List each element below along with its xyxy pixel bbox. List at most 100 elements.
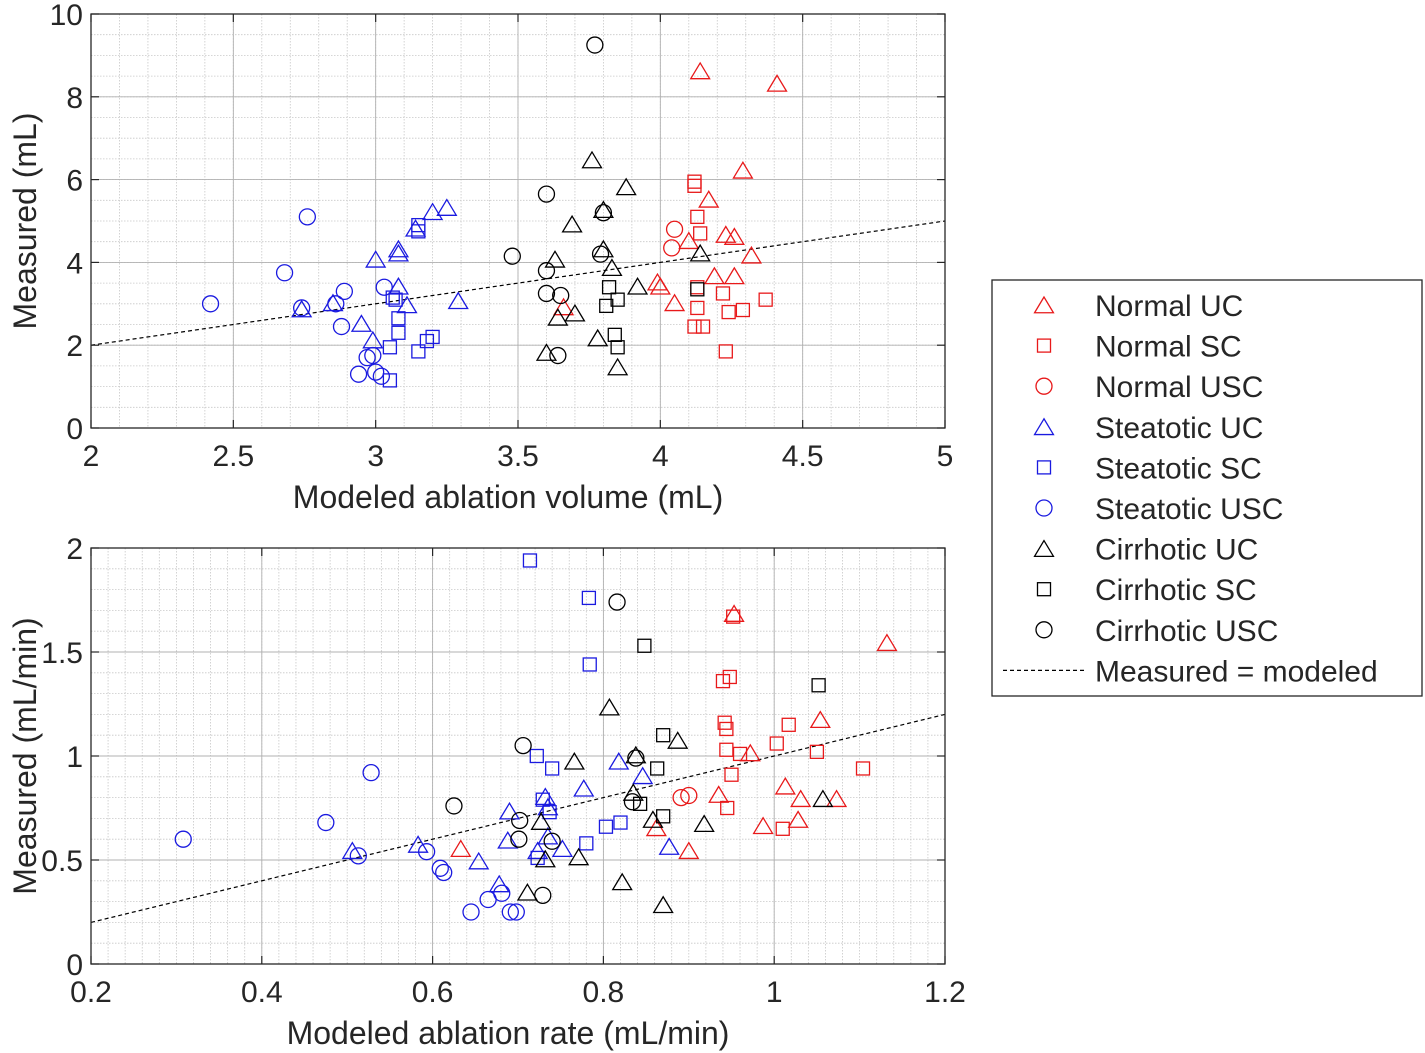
data-point (592, 200, 614, 219)
data-point (599, 298, 614, 314)
data-point (537, 284, 556, 303)
legend-label: Steatotic SC (1095, 452, 1262, 485)
data-point (431, 859, 449, 877)
data-point (680, 786, 698, 805)
series-normal-sc (715, 609, 871, 836)
data-point (708, 785, 730, 803)
data-point (291, 299, 313, 318)
data-point (601, 258, 623, 277)
data-point (623, 793, 642, 811)
data-point (690, 300, 705, 316)
data-point (435, 863, 453, 882)
data-point (537, 262, 556, 280)
data-point (689, 243, 711, 262)
x-tick-label: 5 (937, 440, 954, 473)
data-point (721, 304, 736, 320)
data-point (587, 328, 609, 347)
legend-circle-icon (1035, 499, 1053, 517)
data-point (350, 314, 373, 332)
data-point (615, 177, 637, 196)
x-axis-label: Modeled ablation rate (mL/min) (287, 1015, 730, 1051)
series-cirrhotic-usc (445, 593, 645, 905)
y-tick-label: 6 (66, 165, 83, 198)
data-point (507, 903, 525, 921)
data-point (573, 779, 595, 797)
data-point (385, 290, 400, 305)
data-point (703, 266, 726, 285)
data-point (419, 333, 435, 349)
data-point (610, 340, 625, 355)
data-point (447, 291, 469, 310)
data-point (501, 903, 519, 921)
data-point (275, 264, 294, 282)
data-point (404, 219, 427, 237)
legend-label: Measured = modeled (1095, 655, 1378, 688)
legend-item: Steatotic UC (1033, 412, 1263, 445)
legend-item: Normal SC (1036, 331, 1242, 364)
series-cirrhotic-uc (535, 150, 711, 376)
series-steatotic-usc (201, 208, 393, 385)
legend: Normal UC Normal SC Normal USC Steatotic UC… (991, 279, 1423, 697)
y-tick-label: 0 (66, 413, 83, 446)
data-point (607, 357, 629, 376)
x-tick-label: 0.6 (412, 976, 454, 1009)
data-point (608, 751, 630, 770)
data-point (547, 308, 569, 326)
series-steatotic-sc (382, 217, 440, 388)
data-point (724, 767, 739, 782)
data-point (723, 266, 745, 285)
data-point (739, 743, 761, 762)
data-point (422, 202, 444, 221)
data-point (332, 317, 351, 336)
data-point (542, 805, 557, 820)
data-point (720, 800, 735, 816)
x-tick-label: 1 (766, 976, 783, 1009)
series-normal-sc (687, 174, 773, 359)
x-tick-label: 3 (367, 440, 384, 473)
y-tick-label: 1 (66, 741, 83, 774)
data-point (732, 161, 754, 179)
data-point (690, 209, 705, 225)
legend-label: Cirrhotic USC (1095, 615, 1278, 648)
legend-box (991, 279, 1423, 697)
data-point (723, 227, 745, 245)
legend-item: Steatotic SC (1036, 452, 1262, 485)
data-point (568, 847, 590, 866)
data-point (582, 657, 597, 672)
legend-square-icon (1036, 460, 1052, 475)
legend-label: Normal SC (1095, 331, 1242, 364)
data-point (876, 633, 898, 652)
data-point (516, 883, 538, 901)
legend-item: Cirrhotic USC (1035, 615, 1278, 648)
data-point (411, 224, 426, 239)
data-point (690, 282, 705, 297)
data-point (579, 836, 594, 851)
data-point (752, 816, 774, 835)
legend-circle-icon (1035, 621, 1053, 639)
data-point (537, 185, 556, 203)
data-point (656, 809, 671, 824)
data-point (493, 884, 511, 902)
series-normal-usc (672, 786, 698, 807)
series-cirrhotic-uc (516, 697, 834, 914)
data-point (445, 797, 463, 815)
data-point (693, 814, 715, 833)
data-point (462, 903, 480, 921)
data-point (626, 276, 649, 295)
data-point (719, 742, 734, 757)
data-point (543, 832, 561, 850)
data-point (689, 61, 711, 80)
data-point (522, 553, 538, 568)
legend-item: Normal USC (1035, 371, 1263, 404)
data-point (382, 340, 398, 355)
data-point (719, 721, 734, 737)
series-cirrhotic-sc (632, 638, 826, 824)
series-normal-uc (552, 61, 788, 316)
data-point (372, 367, 391, 385)
data-point (687, 319, 702, 334)
data-point (740, 245, 763, 264)
legend-label: Steatotic USC (1095, 493, 1283, 526)
x-tick-label: 0.4 (241, 976, 283, 1009)
